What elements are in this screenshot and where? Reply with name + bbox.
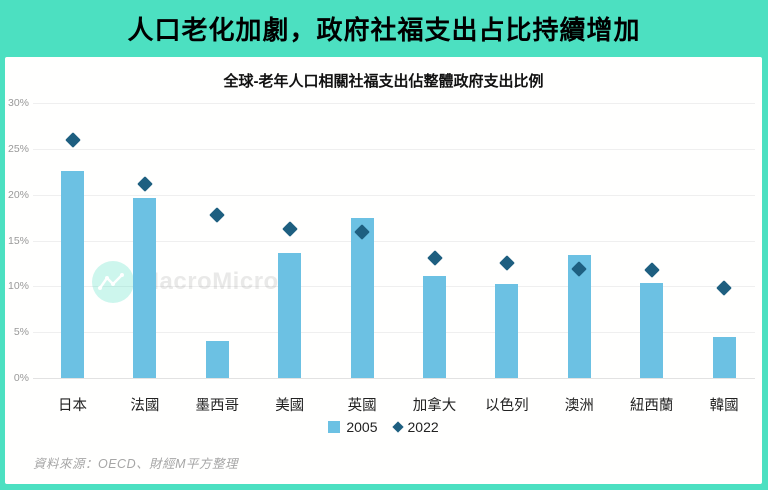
y-axis-label-5: 5% [13,326,29,339]
diamond-marker-2022-墨西哥 [209,207,226,223]
bar-2005-法國 [133,198,157,378]
x-axis-label-墨西哥: 墨西哥 [195,398,240,414]
x-axis-label-美國: 美國 [275,398,305,414]
x-axis-label-加拿大: 加拿大 [412,398,457,414]
bar-2005-墨西哥 [205,341,229,378]
diamond-marker-2022-紐西蘭 [643,262,660,278]
bar-2005-紐西蘭 [640,282,664,378]
watermark: MacroMicro [92,261,279,303]
watermark-text: MacroMicro [139,268,279,295]
legend-item-2005: 2005 [328,419,378,435]
y-axis-label-15: 15% [7,234,29,247]
gridline-25 [33,148,755,150]
gridline-0 [33,378,755,379]
bar-2005-以色列 [495,283,519,378]
legend-item-2022: 2022 [391,419,439,435]
y-axis-label-20: 20% [7,188,29,201]
diamond-marker-2022-日本 [64,131,81,148]
x-axis-label-以色列: 以色列 [485,398,529,414]
gridline-20 [33,194,755,196]
chart-title: 全球-老年人口相關社福支出佔整體政府支出比例 [223,73,544,90]
bar-2005-美國 [278,253,302,378]
x-axis-label-澳洲: 澳洲 [564,398,594,414]
bar-2005-日本 [61,170,84,378]
macromicro-logo-icon [92,261,134,303]
diamond-marker-2022-加拿大 [426,250,443,266]
bar-2005-韓國 [712,336,736,378]
bar-2005-英國 [350,217,374,378]
bar-2005-加拿大 [423,276,446,378]
header-banner: 人口老化加劇，政府社福支出占比持續增加 [0,0,768,57]
x-axis-label-英國: 英國 [347,398,377,414]
diamond-marker-2022-法國 [137,175,153,192]
legend-label-2005: 2005 [346,419,378,435]
x-axis-label-日本: 日本 [58,398,87,414]
gridline-5 [33,332,755,334]
x-axis-label-韓國: 韓國 [709,398,739,414]
diamond-marker-2022-以色列 [499,254,515,271]
legend-square-icon [328,421,341,433]
x-axis-label-法國: 法國 [130,398,160,414]
gridline-30 [33,103,755,104]
plot-area: MacroMicro 0% 5% 10% 15% 20% 25% 30% 日本 法國 墨西哥 美國 英… [5,57,762,484]
gridline-15 [33,240,755,242]
y-axis-label-0: 0% [13,372,29,384]
main-title: 人口老化加劇，政府社福支出占比持續增加 [127,15,641,45]
x-axis-label-紐西蘭: 紐西蘭 [629,398,674,414]
y-axis-label-30: 30% [7,97,29,109]
legend-diamond-icon [391,421,404,433]
chart-card: 全球-老年人口相關社福支出佔整體政府支出比例 MacroMicro 0% 5% 10… [5,57,762,484]
source-note: 資料來源：OECD、財經M平方整理 [33,457,239,471]
y-axis-label-10: 10% [7,280,29,293]
y-axis-label-25: 25% [7,142,29,155]
bar-2005-澳洲 [567,255,591,378]
diamond-marker-2022-美國 [281,220,298,237]
gridline-10 [33,286,755,288]
diamond-marker-2022-韓國 [716,280,732,296]
legend-label-2022: 2022 [407,419,439,435]
legend: 2005 2022 [5,417,762,437]
